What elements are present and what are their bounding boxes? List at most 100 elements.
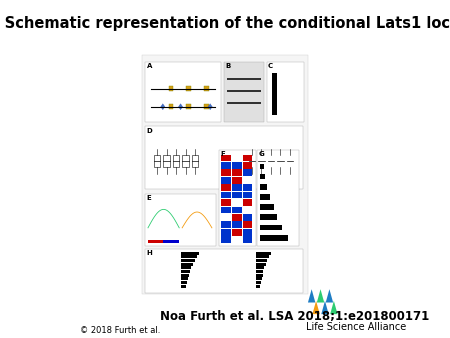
Bar xyxy=(267,62,304,122)
Bar xyxy=(163,155,170,167)
Bar xyxy=(232,169,242,176)
Bar xyxy=(168,240,170,243)
Bar xyxy=(159,240,161,243)
Text: © 2018 Furth et al.: © 2018 Furth et al. xyxy=(80,326,160,335)
Bar xyxy=(243,162,252,169)
Bar xyxy=(156,240,157,243)
Bar xyxy=(167,240,169,243)
Bar xyxy=(256,277,262,280)
Bar xyxy=(157,240,158,243)
Bar xyxy=(268,155,274,167)
Polygon shape xyxy=(321,301,328,314)
Polygon shape xyxy=(308,289,315,303)
Text: F: F xyxy=(220,151,225,158)
Polygon shape xyxy=(208,104,212,110)
Bar xyxy=(256,256,269,258)
Bar xyxy=(151,240,152,243)
Text: Life Science Alliance: Life Science Alliance xyxy=(306,322,407,333)
Bar xyxy=(142,55,308,294)
Bar xyxy=(180,277,188,280)
Bar xyxy=(232,207,242,213)
Bar xyxy=(158,240,159,243)
Bar xyxy=(256,252,271,255)
Bar xyxy=(260,174,265,179)
Bar xyxy=(173,240,174,243)
Bar xyxy=(256,266,264,269)
Bar xyxy=(260,164,264,169)
Bar xyxy=(173,155,180,167)
Bar xyxy=(186,86,191,91)
Bar xyxy=(260,214,277,220)
Bar xyxy=(154,240,155,243)
Bar xyxy=(180,281,187,284)
Bar xyxy=(243,221,252,228)
Text: A: A xyxy=(147,64,152,70)
Bar xyxy=(180,256,197,258)
Bar xyxy=(145,194,216,246)
Bar xyxy=(221,177,231,184)
Bar xyxy=(192,155,198,167)
Bar xyxy=(232,154,242,161)
Polygon shape xyxy=(317,289,324,303)
Bar xyxy=(260,184,267,190)
Bar xyxy=(149,240,150,243)
Bar xyxy=(164,240,166,243)
Polygon shape xyxy=(161,104,165,110)
Bar xyxy=(243,199,252,206)
Bar xyxy=(221,162,231,169)
Bar xyxy=(271,73,277,115)
Polygon shape xyxy=(312,301,320,314)
Bar xyxy=(232,192,242,198)
Bar xyxy=(258,155,265,167)
Bar xyxy=(260,194,270,200)
Bar xyxy=(221,169,231,176)
Bar xyxy=(221,229,231,236)
Bar xyxy=(260,224,282,230)
Bar xyxy=(180,252,199,255)
Bar xyxy=(163,240,165,243)
Bar xyxy=(171,240,173,243)
Bar xyxy=(166,240,168,243)
Bar xyxy=(178,240,179,243)
Bar xyxy=(221,199,231,206)
Bar xyxy=(221,184,231,191)
Bar xyxy=(160,240,162,243)
Bar xyxy=(232,162,242,169)
Bar xyxy=(180,259,195,262)
Bar xyxy=(170,240,171,243)
Polygon shape xyxy=(179,104,183,110)
Bar xyxy=(153,240,154,243)
Bar xyxy=(243,214,252,221)
Bar xyxy=(256,270,263,273)
Bar xyxy=(232,199,242,206)
Bar xyxy=(204,104,209,110)
Bar xyxy=(232,236,242,243)
Bar xyxy=(162,240,163,243)
Bar xyxy=(171,240,172,243)
Bar xyxy=(227,78,261,80)
Bar xyxy=(180,263,193,266)
Bar xyxy=(232,177,242,184)
Text: C: C xyxy=(268,64,273,70)
Bar xyxy=(169,104,173,110)
Bar xyxy=(221,154,231,161)
Bar xyxy=(219,150,256,246)
Bar xyxy=(221,207,231,213)
Bar xyxy=(232,229,242,236)
Bar xyxy=(186,104,191,110)
Bar xyxy=(155,240,156,243)
Bar xyxy=(150,240,151,243)
Bar xyxy=(256,274,263,276)
Bar xyxy=(256,263,266,266)
Bar xyxy=(257,150,299,246)
Text: E: E xyxy=(147,195,151,201)
Bar xyxy=(154,155,160,167)
Bar xyxy=(180,274,189,276)
Bar xyxy=(180,285,186,288)
Bar xyxy=(180,266,191,269)
Polygon shape xyxy=(326,289,333,303)
Bar xyxy=(243,192,252,198)
Bar xyxy=(243,184,252,191)
Bar xyxy=(175,240,176,243)
Bar xyxy=(177,240,178,243)
